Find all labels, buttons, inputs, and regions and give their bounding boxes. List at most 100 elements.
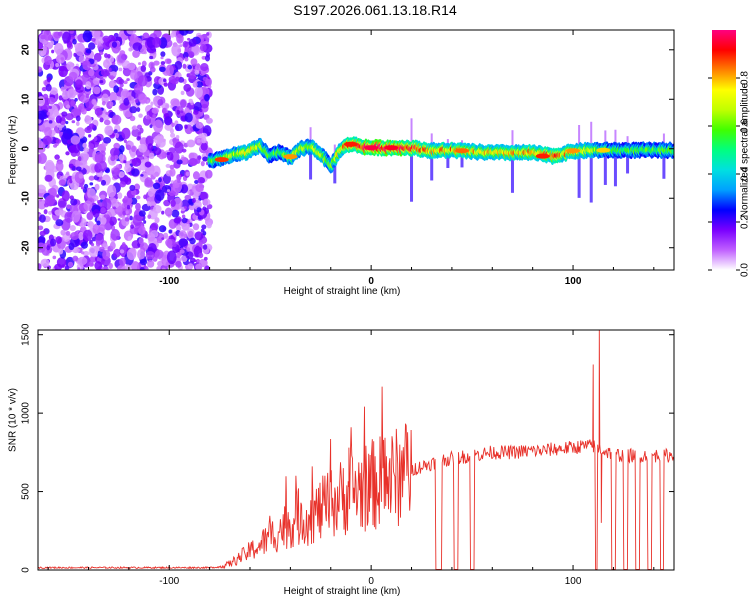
noise-blob	[99, 117, 104, 123]
noise-blob	[78, 173, 84, 179]
x-tick-label: -100	[159, 576, 179, 587]
noise-blob	[161, 237, 165, 241]
noise-blob	[156, 266, 161, 270]
noise-blob	[75, 248, 80, 253]
noise-blob	[99, 79, 104, 84]
noise-blob	[116, 96, 122, 101]
noise-blob	[133, 83, 144, 94]
noise-blob	[140, 65, 147, 72]
noise-blob	[179, 99, 187, 108]
noise-blob	[69, 225, 76, 232]
noise-blob	[132, 214, 142, 226]
noise-blob	[44, 46, 48, 51]
noise-blob	[189, 237, 196, 245]
spectrogram-frame	[37, 29, 675, 271]
noise-blob	[52, 255, 57, 260]
noise-blob	[146, 99, 150, 104]
noise-blob	[115, 132, 120, 139]
noise-blob	[168, 229, 173, 234]
noise-blob	[105, 111, 109, 115]
noise-blob	[179, 44, 183, 48]
noise-blob	[202, 244, 208, 250]
noise-blob	[118, 171, 125, 178]
noise-blob	[198, 252, 204, 259]
noise-blob	[92, 77, 100, 85]
noise-blob	[100, 69, 110, 77]
noise-blob	[58, 95, 63, 101]
noise-blob	[87, 188, 96, 200]
noise-blob	[188, 71, 196, 80]
noise-blob	[139, 258, 148, 266]
noise-blob	[158, 225, 167, 233]
noise-blob	[137, 75, 148, 87]
noise-blob	[200, 228, 205, 233]
noise-blob	[182, 63, 187, 69]
noise-blob	[153, 204, 162, 214]
noise-blob	[38, 139, 44, 150]
noise-blob	[53, 42, 64, 55]
noise-blob	[86, 222, 91, 226]
noise-blob	[181, 217, 188, 224]
noise-blob	[112, 206, 116, 209]
noise-blob	[113, 129, 118, 134]
noise-blob	[136, 136, 141, 141]
noise-blob	[139, 267, 145, 270]
noise-blob	[143, 194, 147, 200]
noise-blob	[106, 184, 117, 198]
noise-blob	[67, 261, 74, 268]
noise-blob	[184, 124, 188, 129]
y-tick-label: 1000	[21, 402, 32, 425]
noise-blob	[55, 156, 59, 160]
y-axis-label: Frequency (Hz)	[8, 116, 19, 185]
noise-blob	[100, 207, 106, 214]
noise-blob	[124, 195, 128, 200]
noise-blob	[43, 30, 52, 41]
x-tick-label: 0	[368, 276, 374, 287]
noise-blob	[103, 119, 111, 126]
noise-blob	[123, 97, 130, 106]
noise-blob	[43, 209, 48, 215]
leakage-streak	[410, 142, 414, 202]
noise-blob	[156, 138, 166, 148]
noise-blob	[119, 181, 126, 188]
noise-blob	[180, 90, 185, 96]
noise-blob	[96, 199, 101, 204]
leakage-streak	[333, 154, 337, 184]
noise-blob	[98, 160, 107, 172]
leakage-streak	[577, 145, 581, 198]
noise-blob	[155, 179, 159, 184]
noise-blob	[141, 60, 147, 67]
noise-blob	[111, 41, 118, 48]
noise-blob	[82, 142, 88, 148]
noise-blob	[179, 249, 185, 254]
noise-blob	[188, 204, 196, 211]
leakage-streak	[511, 130, 514, 153]
noise-blob	[171, 30, 175, 35]
noise-blob	[75, 166, 82, 172]
noise-blob	[121, 242, 126, 248]
noise-blob	[78, 105, 83, 110]
noise-blob	[205, 117, 213, 124]
noise-blob	[175, 76, 180, 81]
noise-blob	[38, 184, 46, 194]
noise-blob	[132, 125, 138, 130]
noise-blob	[68, 71, 78, 80]
noise-blob	[202, 156, 208, 162]
noise-blob	[85, 48, 92, 54]
noise-blob	[92, 223, 101, 235]
noise-blob	[195, 121, 204, 129]
noise-blob	[117, 218, 121, 221]
noise-blob	[92, 86, 101, 95]
noise-blob	[192, 171, 200, 180]
noise-blob	[132, 42, 143, 51]
noise-blob	[75, 159, 81, 167]
noise-blob	[149, 55, 154, 60]
noise-blob	[53, 109, 60, 117]
noise-blob	[103, 136, 112, 144]
noise-blob	[149, 66, 156, 73]
noise-blob	[66, 104, 71, 109]
noise-blob	[151, 107, 159, 114]
noise-blob	[146, 200, 151, 207]
noise-blob	[93, 136, 98, 142]
